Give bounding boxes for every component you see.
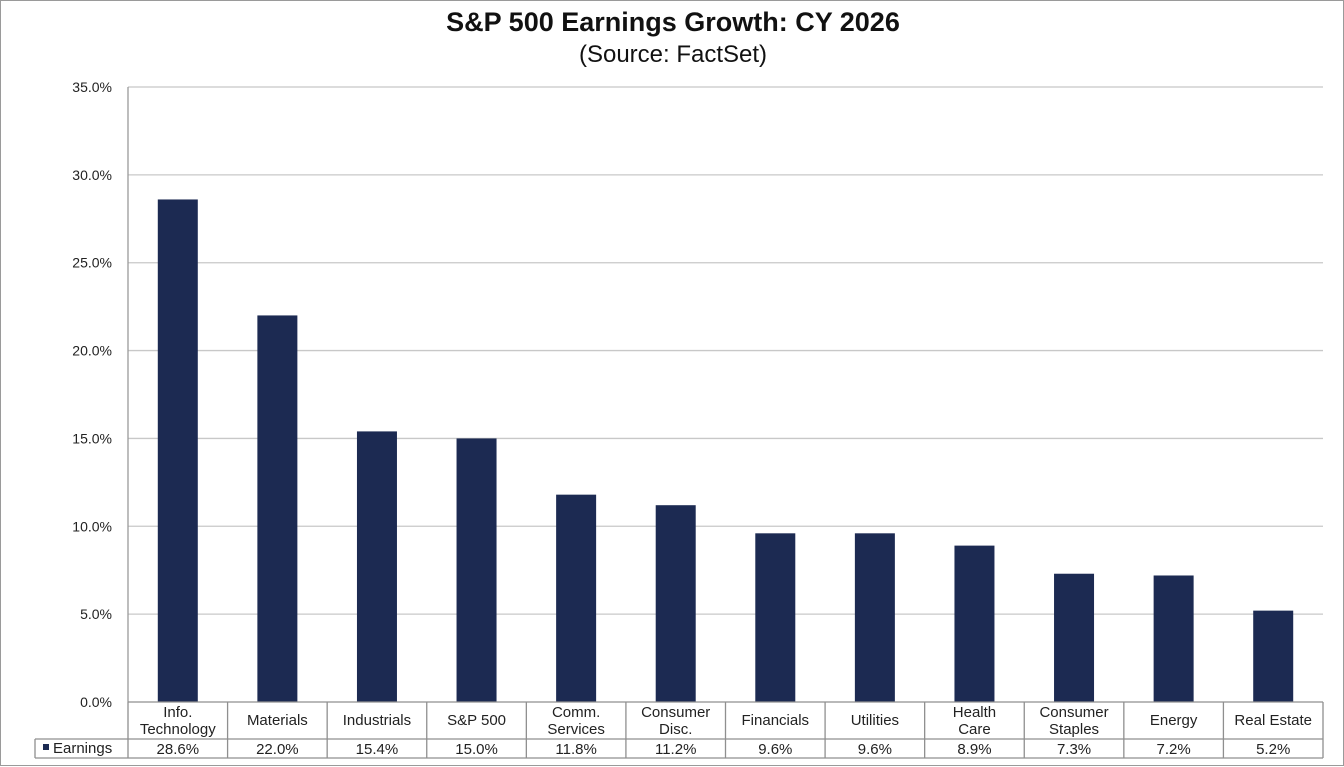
x-tick-label: Consumer bbox=[1039, 704, 1108, 721]
bar bbox=[556, 494, 597, 702]
data-label: 11.2% bbox=[655, 741, 696, 758]
data-label: 15.4% bbox=[356, 741, 399, 758]
x-tick-label: Financials bbox=[742, 712, 810, 729]
y-tick-label: 5.0% bbox=[80, 606, 112, 622]
x-tick-label: Staples bbox=[1049, 721, 1099, 738]
x-tick-label: Real Estate bbox=[1234, 712, 1312, 729]
y-tick-label: 25.0% bbox=[72, 255, 112, 271]
bar bbox=[456, 438, 497, 702]
data-label: 7.2% bbox=[1157, 741, 1191, 758]
legend-label: Earnings bbox=[53, 740, 112, 757]
x-tick-label: Industrials bbox=[343, 712, 411, 729]
x-tick-label: Technology bbox=[140, 721, 216, 738]
x-tick-label: Consumer bbox=[641, 704, 710, 721]
y-tick-label: 30.0% bbox=[72, 167, 112, 183]
bar bbox=[1253, 610, 1294, 702]
data-label: 8.9% bbox=[957, 741, 991, 758]
x-tick-label: Care bbox=[958, 721, 991, 738]
data-label: 15.0% bbox=[455, 741, 498, 758]
x-tick-label: Health bbox=[953, 704, 996, 721]
x-tick-label: Comm. bbox=[552, 704, 600, 721]
bar bbox=[157, 199, 198, 702]
bar bbox=[1054, 573, 1095, 702]
x-tick-label: Energy bbox=[1150, 712, 1198, 729]
y-tick-label: 0.0% bbox=[80, 694, 112, 710]
x-tick-label: Utilities bbox=[851, 712, 899, 729]
x-tick-label: Services bbox=[547, 721, 605, 738]
bar bbox=[356, 431, 397, 702]
chart-subtitle: (Source: FactSet) bbox=[578, 41, 768, 68]
data-label: 9.6% bbox=[858, 741, 892, 758]
y-tick-label: 15.0% bbox=[72, 430, 112, 446]
bar bbox=[954, 545, 995, 702]
data-label: 5.2% bbox=[1256, 741, 1290, 758]
x-tick-label: S&P 500 bbox=[447, 712, 506, 729]
data-label: 7.3% bbox=[1057, 741, 1091, 758]
bar bbox=[854, 533, 895, 702]
x-tick-label: Disc. bbox=[659, 721, 692, 738]
bar bbox=[1153, 575, 1194, 702]
data-label: 22.0% bbox=[256, 741, 299, 758]
data-label: 9.6% bbox=[758, 741, 792, 758]
y-tick-label: 35.0% bbox=[72, 79, 112, 95]
chart-title: S&P 500 Earnings Growth: CY 2026 bbox=[446, 7, 900, 37]
data-label: 28.6% bbox=[157, 741, 200, 758]
bar bbox=[755, 533, 796, 702]
x-tick-label: Info. bbox=[163, 704, 192, 721]
y-tick-label: 20.0% bbox=[72, 343, 112, 359]
bar bbox=[257, 315, 298, 702]
y-tick-label: 10.0% bbox=[72, 518, 112, 534]
data-label: 11.8% bbox=[555, 741, 596, 758]
bar bbox=[655, 505, 696, 702]
legend-swatch bbox=[43, 744, 49, 750]
x-tick-label: Materials bbox=[247, 712, 308, 729]
